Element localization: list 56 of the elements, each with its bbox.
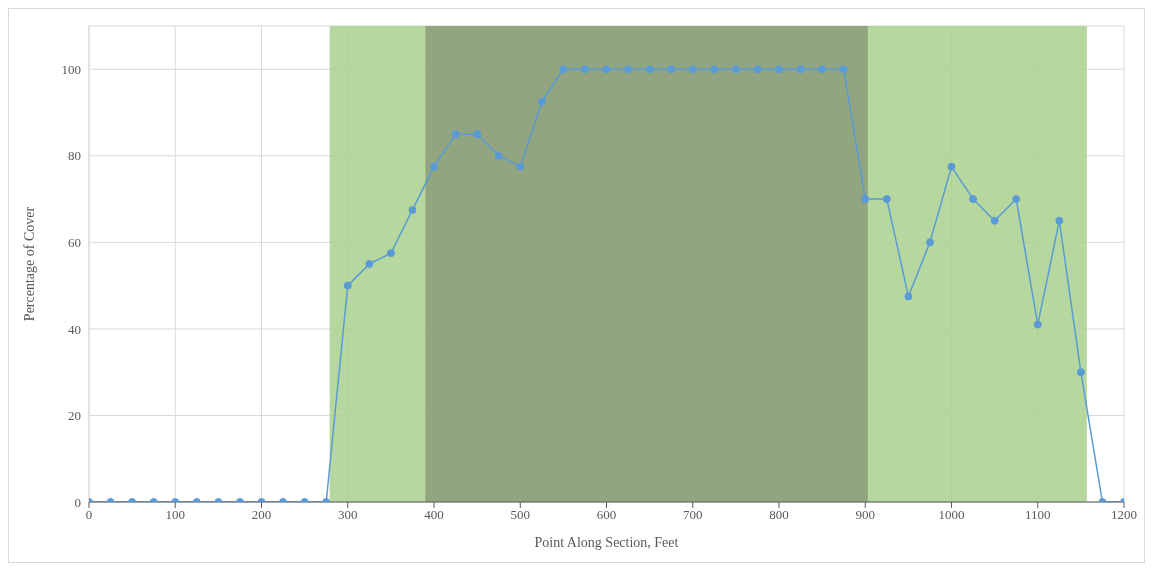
point: [775, 65, 783, 74]
point: [1012, 195, 1021, 204]
point: [580, 65, 589, 74]
point: [731, 65, 740, 74]
point: [343, 281, 352, 290]
point: [408, 205, 417, 214]
x-tick-label: 800: [769, 507, 789, 523]
y-tick-label: 40: [68, 321, 81, 337]
x-tick-label: 600: [596, 507, 617, 523]
point: [861, 195, 870, 204]
point: [624, 65, 633, 74]
x-tick-label: 300: [338, 507, 358, 523]
point: [796, 65, 805, 74]
y-tick-label: 0: [74, 494, 81, 510]
point: [645, 65, 654, 74]
y-tick-label: 100: [61, 61, 81, 77]
point: [882, 195, 891, 204]
point: [430, 162, 438, 171]
point: [667, 65, 676, 74]
x-tick-label: 0: [85, 507, 93, 523]
point: [818, 65, 827, 74]
point: [969, 195, 978, 204]
x-tick-label: 1200: [1111, 507, 1137, 523]
x-tick-label: 100: [165, 507, 185, 523]
point: [990, 216, 999, 225]
x-tick-label: 200: [251, 507, 272, 523]
x-tick-label: 700: [683, 507, 703, 523]
point: [710, 65, 719, 74]
y-tick-label: 20: [68, 408, 81, 424]
point: [473, 130, 482, 139]
point: [516, 162, 525, 171]
x-tick-label: 1100: [1024, 507, 1051, 523]
point: [904, 292, 913, 301]
point: [839, 65, 848, 74]
x-tick-label: 500: [510, 507, 530, 523]
point: [753, 65, 762, 74]
point: [537, 97, 546, 106]
point: [602, 65, 611, 74]
point: [1033, 320, 1042, 329]
x-axis-title: Point Along Section, Feet: [534, 535, 679, 550]
point: [1076, 368, 1085, 377]
point: [1055, 216, 1064, 225]
point: [947, 162, 956, 171]
y-axis-title: Percentage of Cover: [21, 206, 37, 322]
y-tick-label: 60: [68, 234, 81, 250]
point: [559, 65, 568, 74]
x-tick-label: 400: [424, 507, 444, 523]
point: [365, 260, 374, 268]
point: [386, 249, 395, 258]
point: [494, 151, 503, 160]
point: [925, 238, 934, 247]
x-tick-label: 1000: [938, 507, 965, 523]
y-tick-label: 80: [68, 148, 81, 164]
point: [451, 130, 460, 139]
x-tick-label: 900: [855, 507, 875, 523]
point: [688, 65, 697, 74]
